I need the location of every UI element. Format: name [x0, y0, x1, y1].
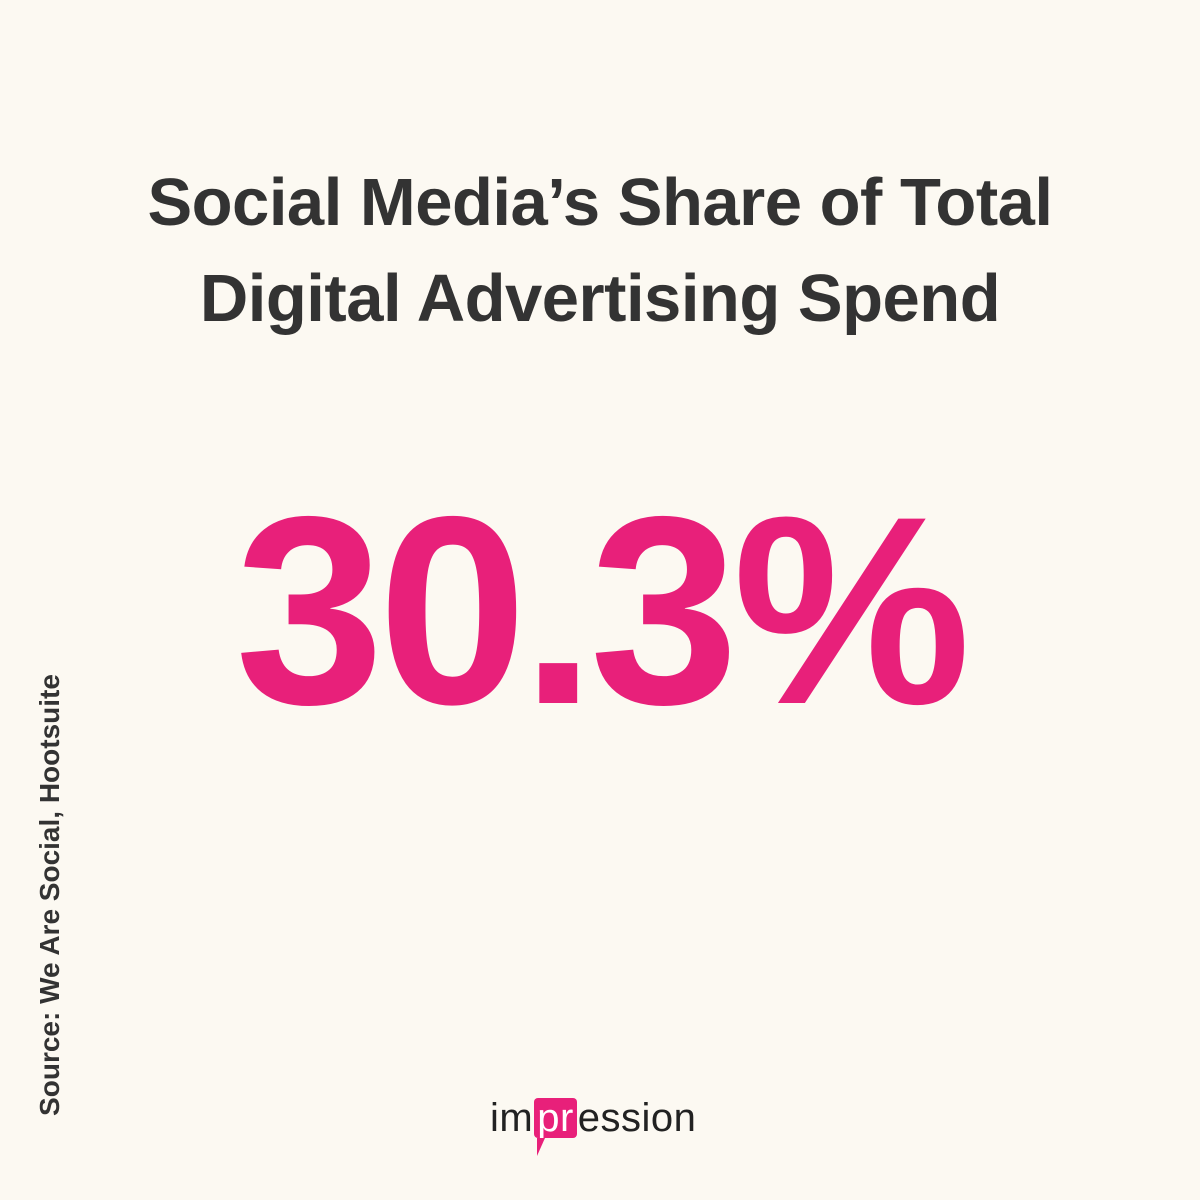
- page-title: Social Media’s Share of Total Digital Ad…: [0, 155, 1200, 347]
- statistic-value: 30.3%: [235, 460, 971, 760]
- logo-wordmark: im pr ession: [490, 1092, 697, 1156]
- logo-suffix: ession: [577, 1096, 697, 1140]
- source-text: Source: We Are Social, Hootsuite: [34, 674, 65, 1116]
- logo-speech-bubble-icon: pr: [534, 1098, 577, 1156]
- title-line-1: Social Media’s Share of Total: [147, 165, 1053, 240]
- title-line-2: Digital Advertising Spend: [199, 261, 1001, 336]
- logo-prefix: im: [490, 1096, 534, 1140]
- impression-logo: im pr ession: [490, 1092, 730, 1162]
